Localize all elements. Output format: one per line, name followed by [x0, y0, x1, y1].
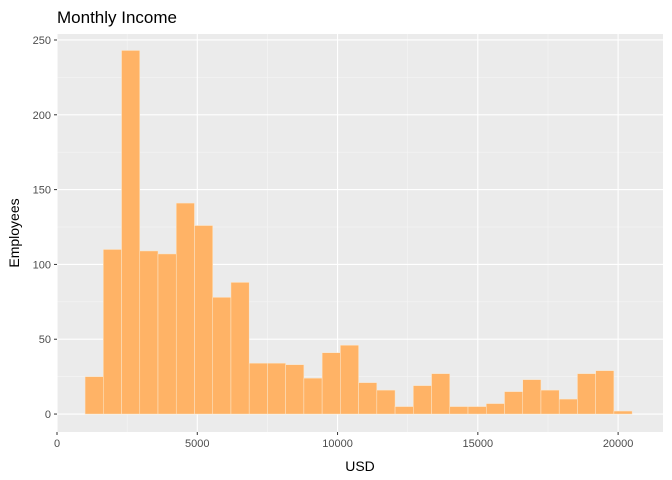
y-tick-label: 150 [33, 185, 51, 197]
histogram-bar [467, 406, 487, 415]
histogram-bar [376, 389, 396, 415]
x-axis-title: USD [345, 458, 375, 474]
histogram-bar [303, 377, 323, 415]
chart-title: Monthly Income [57, 8, 177, 27]
histogram-bar [540, 389, 560, 415]
y-axis-title: Employees [6, 198, 22, 267]
histogram-bar [121, 50, 141, 415]
histogram-bar [394, 406, 414, 415]
histogram-bar [558, 398, 578, 415]
histogram-bar [613, 410, 633, 415]
histogram-bar [595, 370, 615, 415]
histogram-bar [212, 297, 232, 415]
histogram-bar [486, 403, 505, 415]
histogram-bar [522, 379, 542, 415]
histogram-bar [267, 362, 286, 415]
y-tick-label: 50 [39, 334, 51, 346]
x-tick-label: 0 [54, 438, 60, 450]
x-tick-label: 5000 [185, 438, 209, 450]
histogram-bars [84, 50, 633, 415]
x-axis: 0 5000 10000 15000 20000 [54, 432, 633, 450]
x-tick-label: 10000 [322, 438, 353, 450]
minor-gridlines [57, 34, 663, 432]
histogram-bar [157, 253, 177, 415]
histogram-bar [413, 385, 432, 415]
histogram-bar [84, 376, 104, 415]
y-tick-label: 200 [33, 110, 51, 122]
histogram-bar [139, 250, 159, 415]
histogram-bar [358, 382, 378, 415]
y-tick-label: 250 [33, 35, 51, 47]
histogram-bar [431, 373, 451, 415]
histogram-bar [340, 344, 359, 415]
histogram-bar [248, 362, 268, 415]
x-tick-label: 20000 [603, 438, 634, 450]
histogram-bar [230, 282, 250, 415]
y-tick-label: 0 [45, 409, 51, 421]
histogram-bar [321, 352, 341, 415]
x-tick-label: 15000 [463, 438, 494, 450]
histogram-bar [175, 202, 195, 415]
histogram-bar [449, 406, 469, 415]
histogram-bar [577, 373, 596, 415]
histogram-bar [285, 364, 305, 415]
y-axis: 0 50 100 150 200 250 [33, 35, 57, 421]
histogram-bar [103, 249, 122, 415]
histogram-bar [194, 225, 213, 415]
y-tick-label: 100 [33, 259, 51, 271]
histogram-bar [504, 391, 523, 415]
